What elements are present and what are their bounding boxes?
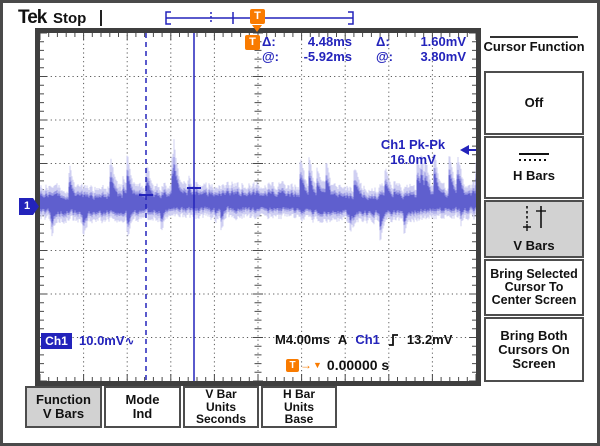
- menu-item-v-bars-label: V Bars: [513, 238, 555, 253]
- trigger-symbol-icon: T: [245, 35, 260, 50]
- hbar-units-label-2: Units: [284, 399, 314, 414]
- channel1-badge: Ch1: [41, 333, 72, 349]
- graticule-area: T Δ: 4.48ms Δ: 1.60mV @: -5.92ms @: 3.80…: [19, 33, 476, 381]
- trigger-position-value: 0.00000 s: [326, 357, 390, 373]
- bottom-menu-h-bar-units[interactable]: H Bar Units Base: [261, 386, 337, 428]
- cursor-at-readout: @: -5.92ms @: 3.80mV: [262, 49, 466, 64]
- pkpk-measurement: Ch1 Pk-Pk 16.0mV: [367, 137, 459, 167]
- function-label-1: Function: [36, 392, 91, 407]
- bottom-menu-mode-ind[interactable]: Mode Ind: [104, 386, 181, 428]
- hbar-units-label-1: H Bar: [282, 387, 315, 402]
- waveform-trace: [40, 164, 476, 227]
- trigger-position-readout: T → ▼ 0.00000 s: [286, 357, 389, 373]
- menu-item-bring-both-cursors[interactable]: Bring Both Cursors On Screen: [484, 317, 584, 382]
- trigger-pos-symbol-icon: T: [286, 358, 299, 372]
- channel1-scale: 10.0mV∿: [79, 333, 135, 348]
- delta-volt-value: 1.60mV: [420, 34, 466, 49]
- menu-item-h-bars-label: H Bars: [513, 167, 555, 183]
- menu-title-rule: [490, 36, 578, 38]
- at-time-value: -5.92ms: [303, 49, 352, 64]
- h-bars-icon: [519, 152, 549, 166]
- trigger-readout: M4.00ms A Ch1 13.2mV: [275, 332, 452, 347]
- pkpk-value: 16.0mV: [390, 152, 436, 167]
- trigger-pos-arrow-icon: →: [300, 358, 312, 372]
- menu-item-v-bars[interactable]: V Bars: [484, 200, 584, 258]
- trigger-pos-pointer-icon: ▼: [313, 360, 322, 370]
- bottom-menu-v-bar-units[interactable]: V Bar Units Seconds: [183, 386, 259, 428]
- vbar-units-label-2: Units: [206, 399, 236, 414]
- hbar-units-label-3: Base: [284, 412, 314, 427]
- vbar-units-label-1: V Bar: [205, 387, 237, 402]
- delta-time-value: 4.48ms: [307, 34, 352, 49]
- bring-both-label: Bring Both Cursors On Screen: [498, 327, 570, 371]
- delta-volt-label: Δ:: [376, 34, 390, 49]
- mode-label-2: Ind: [132, 406, 153, 421]
- v-bars-icon: [515, 205, 553, 236]
- trigger-position-pointer-icon: [252, 25, 262, 32]
- menu-title: Cursor Function: [483, 39, 585, 54]
- rising-edge-icon: [388, 333, 398, 346]
- tek-logo: Tek: [18, 7, 47, 28]
- menu-item-off-label: Off: [524, 95, 544, 110]
- bring-selected-label: Bring Selected Cursor To Center Screen: [490, 267, 578, 307]
- trigger-mode: A: [337, 332, 348, 347]
- bottom-menu-function-v-bars[interactable]: Function V Bars: [25, 386, 102, 428]
- pkpk-title: Ch1 Pk-Pk: [380, 137, 446, 152]
- delta-time-label: Δ:: [262, 34, 276, 49]
- menu-item-bring-selected-cursor[interactable]: Bring Selected Cursor To Center Screen: [484, 259, 584, 316]
- vbar-units-label-3: Seconds: [195, 412, 246, 427]
- menu-item-h-bars[interactable]: H Bars: [484, 136, 584, 199]
- function-label-2: V Bars: [42, 406, 85, 421]
- graticule-frame: T Δ: 4.48ms Δ: 1.60mV @: -5.92ms @: 3.80…: [19, 28, 481, 386]
- trigger-position-marker-icon: T: [250, 9, 265, 24]
- header-separator: [100, 10, 102, 26]
- at-time-label: @:: [262, 49, 280, 64]
- acquisition-status: Stop: [53, 10, 87, 27]
- trigger-level-arrow-icon: [460, 145, 469, 155]
- overview-brackets: [165, 11, 354, 25]
- graticule-svg: [40, 33, 476, 381]
- trigger-source: Ch1: [355, 332, 380, 347]
- timebase-value: M4.00ms: [275, 332, 330, 347]
- at-volt-label: @:: [376, 49, 394, 64]
- ac-coupling-icon: ∿: [124, 334, 135, 348]
- trigger-level-value: 13.2mV: [406, 332, 453, 347]
- channel1-scale-value: 10.0mV: [79, 333, 125, 348]
- menu-item-off[interactable]: Off: [484, 71, 584, 135]
- side-menu: Cursor Function Off H Bars V Bars: [483, 28, 585, 386]
- channel1-position-marker[interactable]: 1: [19, 198, 39, 215]
- cursor-delta-readout: Δ: 4.48ms Δ: 1.60mV: [262, 34, 466, 49]
- at-volt-value: 3.80mV: [420, 49, 466, 64]
- mode-label-1: Mode: [125, 392, 160, 407]
